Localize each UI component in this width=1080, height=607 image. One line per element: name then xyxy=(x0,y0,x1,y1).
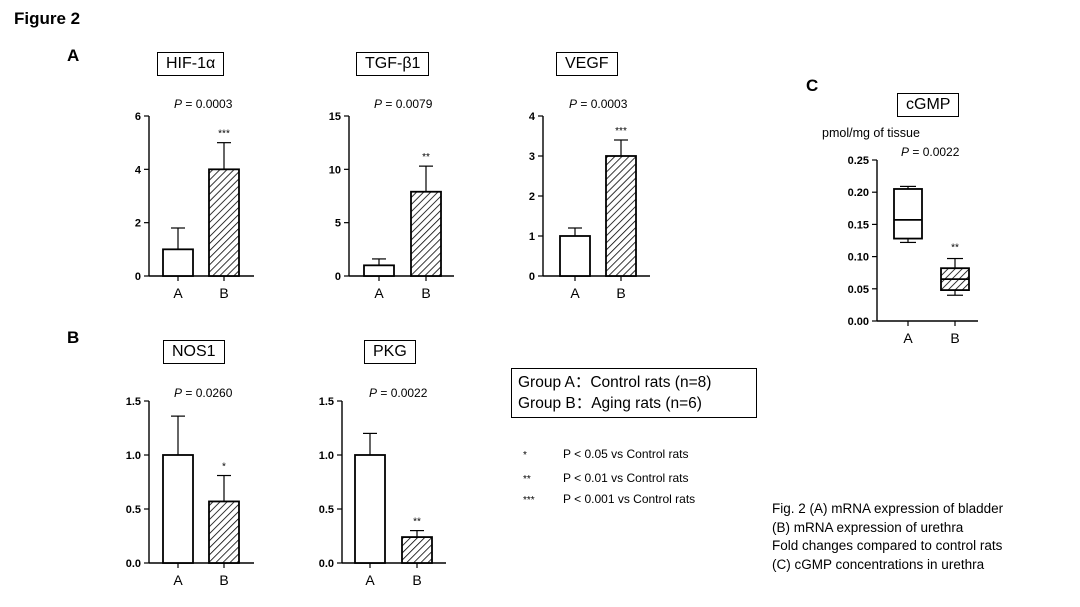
panel-label-b: B xyxy=(67,328,80,347)
bar-vegf-A xyxy=(559,235,591,277)
box-cgmp-A xyxy=(893,188,923,240)
y-tick-label-tgfb1: 5 xyxy=(335,218,341,230)
y-tick-label-pkg: 1.5 xyxy=(319,396,334,408)
significance-vegf: *** xyxy=(615,126,627,137)
panel-label-a: A xyxy=(67,46,80,65)
y-tick-label-vegf: 1 xyxy=(529,231,535,243)
sig-legend-stars-3: *** xyxy=(523,495,535,506)
bar-hif1a-A xyxy=(162,248,194,277)
p-value-vegf: P = 0.0003 xyxy=(569,97,628,111)
caption-line-2: (B) mRNA expression of urethra xyxy=(772,519,964,535)
x-tick-label-pkg: A xyxy=(365,572,375,588)
y-tick-label-hif1a: 2 xyxy=(135,218,141,230)
caption-line-1: Fig. 2 (A) mRNA expression of bladder xyxy=(772,501,1004,516)
bar-tgfb1-A xyxy=(363,264,395,277)
group-legend-b: Group B：Aging rats (n=6) xyxy=(518,395,702,412)
y-tick-label-nos1: 0.0 xyxy=(126,558,141,570)
x-tick-label-tgfb1: A xyxy=(374,285,384,301)
sig-legend-stars-1: * xyxy=(523,450,527,461)
cgmp-ylabel: pmol/mg of tissue xyxy=(822,126,920,140)
sig-legend-row-3: *** P < 0.001 vs Control rats xyxy=(523,492,695,506)
x-tick-label-vegf: A xyxy=(570,285,580,301)
chart-title-hif1a: HIF-1α xyxy=(157,52,225,76)
x-tick-label-cgmp: A xyxy=(903,330,913,346)
significance-pkg: ** xyxy=(413,517,421,528)
y-tick-label-tgfb1: 0 xyxy=(335,271,341,283)
p-value-tgfb1: P = 0.0079 xyxy=(374,97,433,111)
p-value-nos1: P = 0.0260 xyxy=(174,386,233,400)
group-legend-a: Group A：Control rats (n=8) xyxy=(518,374,712,391)
p-value-hif1a: P = 0.0003 xyxy=(174,97,233,111)
x-tick-label-pkg: B xyxy=(412,572,421,588)
sig-legend-row-1: * P < 0.05 vs Control rats xyxy=(523,447,689,461)
bar-pkg-B xyxy=(401,536,433,564)
x-tick-label-tgfb1: B xyxy=(421,285,430,301)
sig-legend-row-2: ** P < 0.01 vs Control rats xyxy=(523,471,689,485)
x-tick-label-hif1a: B xyxy=(219,285,228,301)
significance-nos1: * xyxy=(222,462,226,473)
y-tick-label-cgmp: 0.25 xyxy=(848,155,869,167)
bar-hif1a-B xyxy=(208,168,240,277)
chart-title-nos1: NOS1 xyxy=(163,340,225,364)
sig-legend-text-2: P < 0.01 vs Control rats xyxy=(563,471,689,485)
y-tick-label-nos1: 1.5 xyxy=(126,396,141,408)
chart-title-cgmp: cGMP xyxy=(897,93,960,117)
y-tick-label-pkg: 0.5 xyxy=(319,504,334,516)
bar-vegf-B xyxy=(605,155,637,277)
significance-tgfb1: ** xyxy=(422,152,430,163)
panel-label-c: C xyxy=(806,76,819,95)
p-value-pkg: P = 0.0022 xyxy=(369,386,428,400)
y-tick-label-nos1: 0.5 xyxy=(126,504,141,516)
y-tick-label-vegf: 2 xyxy=(529,191,535,203)
chart-title-tgfb1: TGF-β1 xyxy=(356,52,430,76)
x-tick-label-nos1: A xyxy=(173,572,183,588)
sig-legend-stars-2: ** xyxy=(523,474,531,485)
y-tick-label-hif1a: 0 xyxy=(135,271,141,283)
bar-pkg-A xyxy=(354,454,386,564)
p-value-cgmp: P = 0.0022 xyxy=(901,145,960,159)
y-tick-label-cgmp: 0.00 xyxy=(848,316,869,328)
sig-legend-text-3: P < 0.001 vs Control rats xyxy=(563,492,696,506)
caption-line-4: (C) cGMP concentrations in urethra xyxy=(772,556,985,572)
y-tick-label-pkg: 0.0 xyxy=(319,558,334,570)
y-tick-label-tgfb1: 15 xyxy=(329,111,341,123)
y-tick-label-vegf: 3 xyxy=(529,151,535,163)
sig-legend-text-1: P < 0.05 vs Control rats xyxy=(563,447,689,461)
y-tick-label-cgmp: 0.10 xyxy=(848,252,869,264)
x-tick-label-nos1: B xyxy=(219,572,228,588)
caption-line-3: Fold changes compared to control rats xyxy=(772,538,1003,553)
figure-title: Figure 2 xyxy=(14,9,81,28)
y-tick-label-hif1a: 4 xyxy=(135,164,142,176)
significance-hif1a: *** xyxy=(218,129,230,140)
x-tick-label-cgmp: B xyxy=(950,330,959,346)
y-tick-label-cgmp: 0.20 xyxy=(848,187,869,199)
y-tick-label-nos1: 1.0 xyxy=(126,450,141,462)
y-tick-label-vegf: 0 xyxy=(529,271,535,283)
x-tick-label-vegf: B xyxy=(616,285,625,301)
y-tick-label-cgmp: 0.15 xyxy=(848,219,869,231)
significance-cgmp: ** xyxy=(951,243,959,254)
bar-nos1-B xyxy=(208,500,240,564)
y-tick-label-tgfb1: 10 xyxy=(329,164,341,176)
group-legend: Group A：Control rats (n=8) Group B：Aging… xyxy=(511,368,757,418)
chart-title-vegf: VEGF xyxy=(556,52,618,76)
y-tick-label-cgmp: 0.05 xyxy=(848,284,869,296)
chart-title-pkg: PKG xyxy=(364,340,416,364)
x-tick-label-hif1a: A xyxy=(173,285,183,301)
y-tick-label-pkg: 1.0 xyxy=(319,450,334,462)
bar-nos1-A xyxy=(162,454,194,564)
figure-caption: Fig. 2 (A) mRNA expression of bladder (B… xyxy=(772,500,1003,574)
bar-tgfb1-B xyxy=(410,190,442,277)
y-tick-label-vegf: 4 xyxy=(529,111,536,123)
y-tick-label-hif1a: 6 xyxy=(135,111,141,123)
